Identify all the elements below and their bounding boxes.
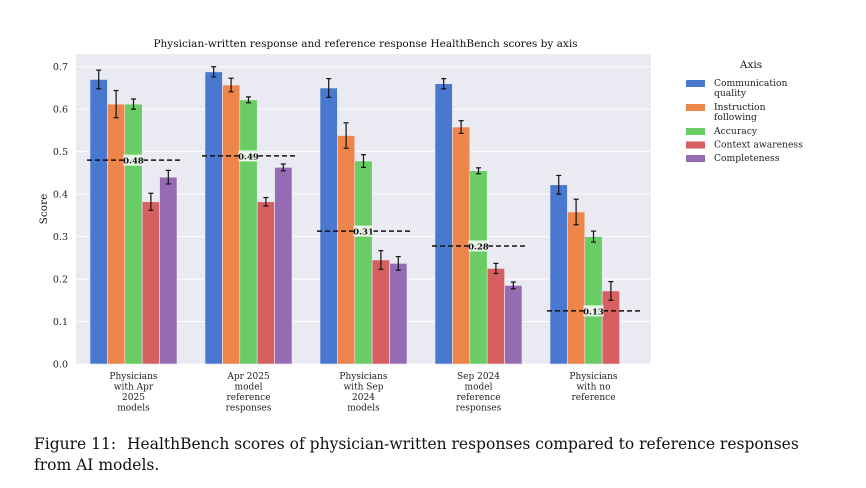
reference-label-bg — [353, 225, 374, 237]
bar — [434, 83, 453, 365]
legend-title: Axis — [739, 59, 762, 71]
reference-line-label: 0.49 — [238, 152, 259, 162]
legend-swatch — [686, 141, 705, 149]
legend-label: Instruction — [714, 102, 766, 113]
y-tick-label: 0.3 — [53, 232, 68, 243]
x-tick-label: Physicians — [339, 372, 388, 382]
reference-line-label: 0.31 — [353, 228, 374, 238]
reference-label-bg — [468, 240, 489, 252]
bar — [567, 211, 586, 365]
reference-label-bg — [238, 150, 259, 162]
chart-title: Physician-written response and reference… — [153, 38, 577, 50]
reference-label-bg — [123, 154, 144, 166]
x-tick-label: reference — [226, 393, 270, 403]
reference-line-label: 0.28 — [468, 242, 489, 252]
bar — [256, 201, 275, 365]
x-tick-label: models — [347, 404, 380, 414]
bar — [141, 201, 160, 365]
x-tick-label: reference — [571, 393, 615, 403]
x-tick-label: Sep 2024 — [457, 372, 500, 382]
bar — [124, 103, 143, 365]
reference-line-label: 0.48 — [123, 157, 144, 167]
x-tick-label: Physicians — [109, 372, 158, 382]
legend-label: following — [714, 112, 757, 123]
bar — [222, 84, 241, 365]
x-tick-label: 2024 — [352, 393, 375, 403]
bar — [549, 184, 568, 365]
reference-line-label: 0.13 — [583, 307, 604, 317]
x-tick-label: models — [117, 404, 150, 414]
x-tick-label: model — [235, 383, 263, 393]
x-tick-label: Apr 2025 — [226, 372, 270, 382]
x-tick-label: with Apr — [114, 383, 154, 393]
x-tick-label: Physicians — [569, 372, 618, 382]
legend-label: Context awareness — [714, 140, 803, 151]
legend-label: Accuracy — [713, 126, 758, 137]
bar — [274, 167, 293, 365]
figure-caption: Figure 11: HealthBench scores of physici… — [34, 434, 834, 476]
x-tick-label: responses — [456, 404, 502, 414]
legend-label: Completeness — [714, 153, 780, 164]
bar — [601, 290, 620, 365]
y-axis-label: Score — [38, 194, 50, 225]
x-tick-label: responses — [226, 404, 272, 414]
bar — [89, 79, 108, 365]
y-tick-label: 0.1 — [53, 317, 68, 328]
legend-label: quality — [714, 88, 747, 99]
chart-figure: 0.0 0.1 0.2 0.3 0.4 0.5 0.6 0.7 Physician-writte… — [38, 38, 803, 414]
x-tick-label: with no — [576, 383, 610, 393]
x-tick-label: reference — [456, 393, 500, 403]
bar — [371, 259, 390, 365]
x-tick-label: 2025 — [122, 393, 145, 403]
bar — [486, 268, 505, 365]
y-tick-label: 0.5 — [53, 147, 68, 158]
legend-swatch — [686, 155, 705, 162]
bar — [504, 285, 523, 365]
bar — [107, 103, 126, 365]
bar — [389, 263, 408, 365]
y-tick-label: 0.2 — [53, 275, 68, 286]
bar — [239, 99, 258, 365]
legend-swatch — [686, 128, 705, 135]
caption-text: HealthBench scores of physician-written … — [34, 435, 799, 474]
y-tick-label: 0.6 — [53, 105, 68, 116]
bar — [469, 170, 488, 365]
y-tick-label: 0.7 — [53, 62, 68, 73]
bar — [584, 236, 603, 365]
chart: 0.0 0.1 0.2 0.3 0.4 0.5 0.6 0.7 Physician-writte… — [38, 38, 803, 414]
legend-swatch — [686, 80, 705, 87]
y-tick-label: 0.0 — [53, 360, 68, 371]
bar — [337, 135, 356, 365]
y-tick-label: 0.4 — [53, 190, 68, 201]
bar — [204, 71, 223, 365]
x-tick-label: with Sep — [343, 383, 383, 393]
legend-swatch — [686, 104, 705, 111]
bar — [319, 87, 338, 365]
reference-label-bg — [583, 305, 604, 317]
x-tick-label: model — [465, 383, 493, 393]
bar — [159, 176, 178, 365]
caption-label: Figure 11: — [34, 435, 117, 453]
bar — [354, 160, 373, 365]
legend-label: Communication — [714, 78, 788, 89]
